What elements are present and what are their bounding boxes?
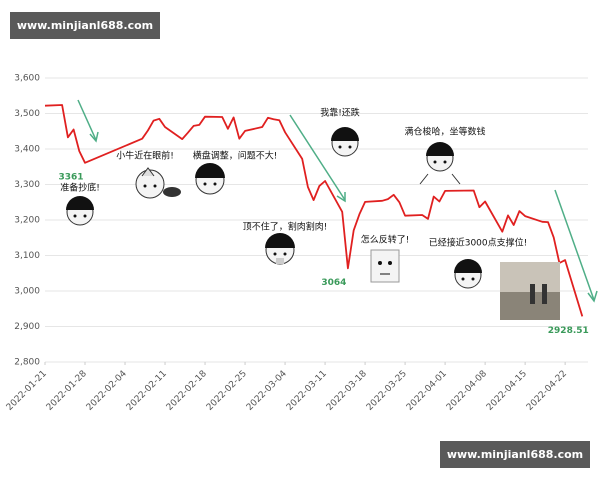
annotation: 准备抄底!: [60, 182, 100, 194]
y-tick-label: 3,600: [14, 74, 40, 84]
y-tick-label: 3,500: [14, 109, 40, 119]
watermark: www.minjianl688.com: [447, 448, 583, 461]
y-tick-label: 3,200: [14, 216, 40, 226]
annotation: 小牛近在眼前!: [116, 150, 174, 162]
annotation: 顶不住了，割肉割肉!: [243, 221, 328, 233]
value-label: 3361: [58, 172, 83, 182]
arrows: [77, 99, 598, 303]
y-tick-label: 2,900: [14, 322, 40, 332]
watermark: www.minjianl688.com: [17, 19, 153, 32]
annotation: 我靠!还跌: [320, 107, 360, 119]
meme-faces: [66, 127, 560, 320]
y-tick-label: 3,300: [14, 180, 40, 190]
y-tick-label: 3,400: [14, 145, 40, 155]
value-label: 3064: [321, 278, 346, 288]
value-label: 2928.51: [548, 326, 589, 336]
y-tick-label: 2,800: [14, 358, 40, 368]
y-tick-label: 3,000: [14, 287, 40, 297]
annotation: 满仓梭哈，坐等数钱: [404, 126, 485, 138]
watermark-box: [10, 12, 160, 39]
annotation: 已经接近3000点支撑位!: [429, 237, 528, 249]
y-tick-label: 3,100: [14, 251, 40, 261]
annotation: 横盘调整，问题不大!: [193, 150, 278, 162]
watermark-box: [440, 441, 590, 468]
price-line: [44, 104, 584, 317]
annotation: 怎么反转了!: [361, 234, 410, 246]
